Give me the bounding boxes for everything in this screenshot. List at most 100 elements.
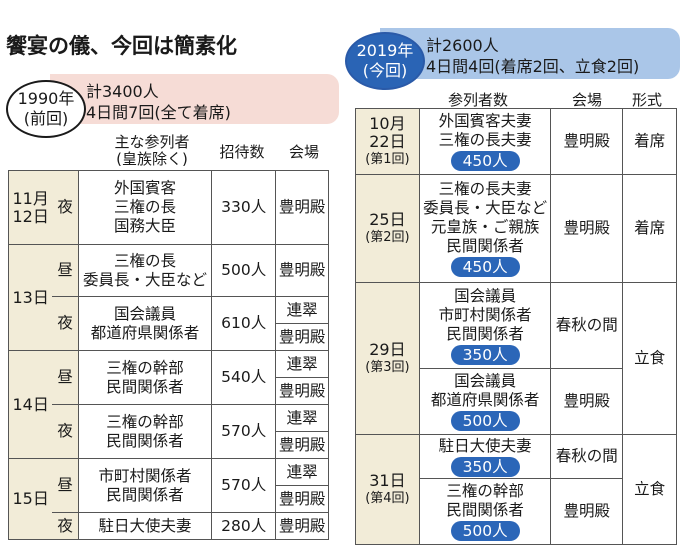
year-1990-label: 1990年 (17, 89, 75, 108)
time-cell: 夜 (52, 296, 79, 351)
time-cell: 昼 (52, 244, 79, 297)
header-attendees-line1: 主な参列者 (114, 133, 190, 151)
count-badge: 350人 (450, 456, 520, 477)
attendee: 三権の長夫妻 (438, 131, 532, 149)
header-invited-1990: 招待数 (219, 143, 265, 161)
session-label: (第1回) (365, 151, 410, 167)
session-label: (第3回) (365, 359, 410, 375)
attendee: 都道府県関係者 (90, 323, 200, 342)
attendee: 都道府県関係者 (430, 391, 540, 409)
time-cell: 夜 (52, 404, 79, 459)
attendee: 市町村関係者 (98, 466, 192, 485)
time-cell: 夜 (52, 170, 79, 245)
year-2019-sub: (今回) (362, 61, 408, 80)
count-badge: 350人 (450, 344, 520, 365)
attendee: 国会議員 (454, 372, 517, 390)
attendee: 三権の長 (114, 251, 177, 270)
date-line1: 10月 (369, 113, 406, 133)
attendee: 民間関係者 (446, 501, 524, 519)
attendees-cell: 三権の幹部 民間関係者 (77, 404, 213, 459)
attendees-cell: 外国賓客 三権の長 国務大臣 (77, 170, 213, 245)
year-badge-2019: 2019年 (今回) (345, 32, 425, 90)
count-cell: 280人 (211, 512, 277, 540)
date-line1: 31日 (369, 470, 406, 490)
date-line1: 11月 (12, 188, 49, 208)
venue-cell: 連翠 (275, 350, 329, 378)
attendee: 民間関係者 (106, 485, 184, 504)
venue-cell: 豊明殿 (275, 485, 329, 513)
attendee: 市町村関係者 (438, 305, 532, 324)
attendees-cell: 国会議員 都道府県関係者 500人 (418, 368, 552, 435)
session-label: (第2回) (365, 229, 410, 245)
count-cell: 570人 (211, 458, 277, 513)
summary-1990-total: 計3400人 (86, 82, 159, 101)
year-badge-1990: 1990年 (前回) (6, 80, 86, 138)
date-line1: 25日 (369, 209, 406, 229)
summary-2019: 計2600人 4日間4回(着席2回、立食2回) (380, 28, 680, 79)
table-row: 豊明殿 (9, 485, 329, 513)
venue-cell: 連翠 (275, 458, 329, 486)
table-row: 夜 国会議員 都道府県関係者 610人 連翠 (9, 296, 329, 351)
venue-cell: 豊明殿 (275, 244, 329, 297)
venue-cell: 連翠 (275, 404, 329, 432)
table-row: 豊明殿 (9, 431, 329, 459)
count-badge: 450人 (450, 151, 520, 171)
table-2019: 10月 22日 (第1回) 外国賓客夫妻 三権の長夫妻 450人 豊明殿 着席 … (355, 108, 677, 545)
attendee: 外国賓客 (114, 179, 177, 197)
date-cell: 14日 (8, 350, 53, 459)
header-venue-2019: 会場 (572, 91, 603, 109)
attendees-cell: 駐日大使夫妻 350人 (418, 434, 552, 479)
date-cell: 10月 22日 (第1回) (355, 108, 420, 175)
attendee: 民間関係者 (106, 431, 184, 450)
table-row: 25日 (第2回) 三権の長夫妻 委員長・大臣など 元皇族・ご親族 民間関係者 … (355, 174, 677, 283)
attendee: 国務大臣 (114, 217, 177, 235)
count-cell: 500人 (211, 244, 277, 297)
attendees-cell: 市町村関係者 民間関係者 (77, 458, 213, 513)
summary-1990: 計3400人 4日間7回(全て着席) (50, 74, 339, 124)
venue-cell: 豊明殿 (550, 174, 624, 283)
year-1990-sub: (前回) (23, 109, 69, 128)
format-cell: 立食 (622, 434, 677, 545)
count-cell: 570人 (211, 404, 277, 459)
venue-cell: 豊明殿 (275, 323, 329, 351)
count-badge: 500人 (450, 411, 520, 431)
header-format-2019: 形式 (632, 91, 663, 109)
summary-1990-detail: 4日間7回(全て着席) (86, 103, 231, 122)
table-row: 13日 昼 三権の長 委員長・大臣など 500人 豊明殿 (8, 244, 329, 351)
attendees-cell: 外国賓客夫妻 三権の長夫妻 450人 (418, 108, 552, 175)
attendees-cell: 国会議員 都道府県関係者 (77, 296, 213, 351)
header-attendees-line2: (皇族除く) (116, 150, 188, 168)
page-title: 饗宴の儀、今回は簡素化 (6, 34, 237, 58)
format-cell: 着席 (622, 108, 677, 175)
attendees-cell: 三権の幹部 民間関係者 (77, 350, 213, 405)
attendees-cell: 国会議員 市町村関係者 民間関係者 350人 (418, 282, 552, 369)
attendees-cell: 三権の幹部 民間関係者 500人 (418, 478, 552, 545)
table-row: 豊明殿 (9, 323, 329, 351)
time-cell: 昼 (52, 458, 79, 513)
table-row: 29日 (第3回) 国会議員 市町村関係者 民間関係者 350人 春秋の間 立食 (355, 282, 677, 435)
date-line2: 12日 (12, 206, 49, 226)
attendee: 委員長・大臣など (423, 199, 548, 217)
date-line1: 29日 (369, 339, 406, 359)
count-badge: 450人 (450, 257, 520, 277)
attendee: 民間関係者 (106, 377, 184, 396)
table-row: 国会議員 都道府県関係者 500人 豊明殿 (356, 368, 677, 435)
venue-cell: 豊明殿 (550, 478, 624, 545)
date-cell: 15日 (8, 458, 53, 540)
attendee: 元皇族・ご親族 (430, 218, 540, 236)
table-row: 豊明殿 (9, 377, 329, 405)
venue-cell: 豊明殿 (275, 377, 329, 405)
table-row: 三権の幹部 民間関係者 500人 豊明殿 (356, 478, 677, 545)
venue-cell: 春秋の間 (550, 434, 624, 479)
session-label: (第4回) (365, 490, 410, 506)
attendee: 三権の長夫妻 (438, 180, 532, 198)
attendee: 三権の長 (114, 198, 177, 216)
count-cell: 540人 (211, 350, 277, 405)
attendee: 三権の幹部 (106, 358, 184, 377)
attendee: 民間関係者 (446, 237, 524, 255)
attendee: 委員長・大臣など (83, 270, 208, 289)
attendee: 国会議員 (114, 304, 177, 323)
attendee: 三権の幹部 (106, 412, 184, 431)
table-row: 31日 (第4回) 駐日大使夫妻 350人 春秋の間 立食 (355, 434, 677, 545)
attendees-cell: 三権の長 委員長・大臣など (77, 244, 213, 297)
